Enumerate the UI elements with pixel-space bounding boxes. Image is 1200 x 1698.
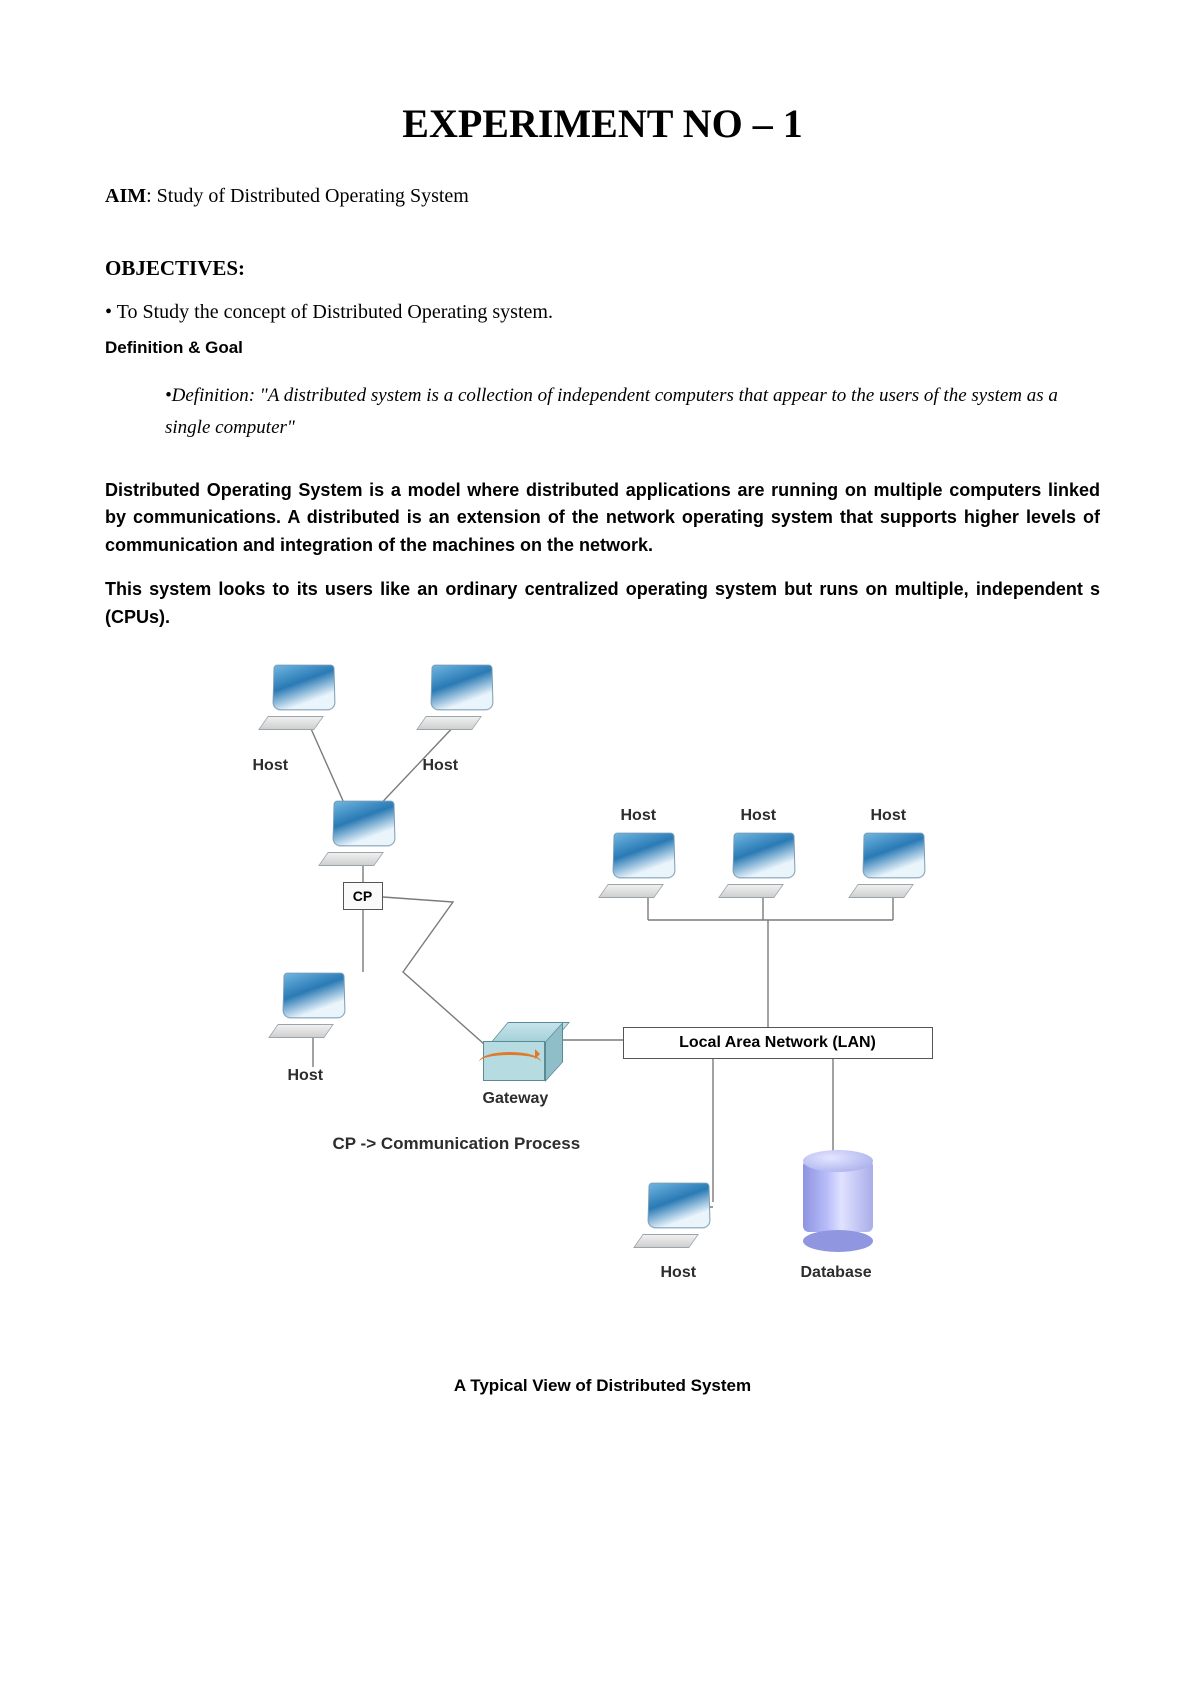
objectives-heading: OBJECTIVES:: [105, 256, 1100, 281]
paragraph-1: Distributed Operating System is a model …: [105, 477, 1100, 561]
host-label: Host: [423, 757, 459, 775]
host-icon: [283, 972, 353, 1028]
paragraph-2: This system looks to its users like an o…: [105, 576, 1100, 632]
distributed-system-diagram: Host Host CP Host Host Host Host Gateway…: [193, 652, 1013, 1372]
definition-goal-heading: Definition & Goal: [105, 338, 1100, 358]
diagram-caption: A Typical View of Distributed System: [105, 1376, 1100, 1396]
page-title: EXPERIMENT NO – 1: [105, 100, 1100, 147]
host-label: Host: [741, 807, 777, 825]
host-icon: [863, 832, 933, 888]
definition-text: A distributed system is a collection of …: [165, 385, 1058, 438]
gateway-icon: [483, 1022, 561, 1084]
host-label: Host: [621, 807, 657, 825]
host-label: Host: [661, 1264, 697, 1282]
gateway-label: Gateway: [483, 1090, 549, 1108]
host-label: Host: [253, 757, 289, 775]
lan-box: Local Area Network (LAN): [623, 1027, 933, 1059]
cp-box: CP: [343, 882, 383, 910]
host-icon: [273, 664, 343, 720]
aim-label: AIM: [105, 185, 146, 207]
host-icon: [431, 664, 501, 720]
database-label: Database: [801, 1264, 872, 1282]
host-label: Host: [871, 807, 907, 825]
host-icon: [733, 832, 803, 888]
aim-text: : Study of Distributed Operating System: [146, 185, 469, 207]
definition-prefix: •Definition: ": [165, 385, 268, 406]
host-icon: [333, 800, 403, 856]
host-label: Host: [288, 1067, 324, 1085]
aim-line: AIM: Study of Distributed Operating Syst…: [105, 185, 1100, 208]
cp-legend: CP -> Communication Process: [333, 1134, 581, 1154]
definition-block: •Definition: "A distributed system is a …: [165, 380, 1100, 445]
database-icon: [803, 1160, 873, 1248]
host-icon: [613, 832, 683, 888]
objective-bullet: • To Study the concept of Distributed Op…: [105, 301, 1100, 324]
host-icon: [648, 1182, 718, 1238]
